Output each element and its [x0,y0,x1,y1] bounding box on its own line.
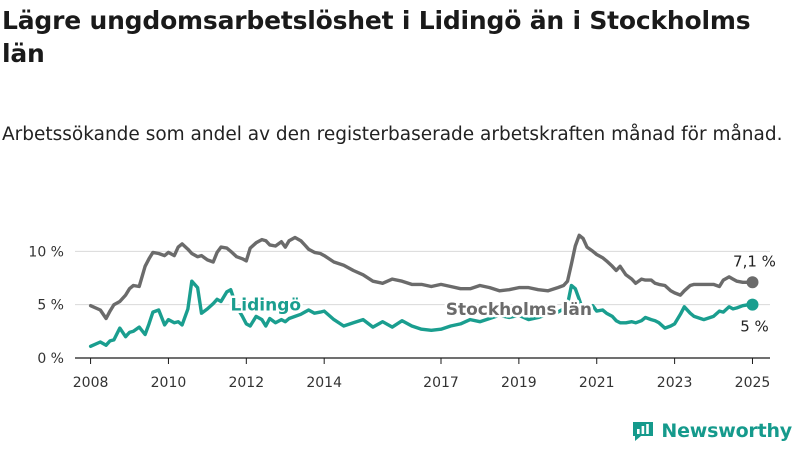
series-line-stockholm [88,233,755,321]
x-tick-label: 2014 [306,375,342,391]
newsworthy-brand: Newsworthy [631,419,792,443]
x-axis: 2008 2010 2012 2014 2017 2019 2021 2023 2025 [73,357,771,391]
chart-title: Lägre ungdomsarbetslöshet i Lidingö än i… [2,6,751,68]
x-tick-label: 2017 [423,375,459,391]
x-tick-label: 2019 [501,375,537,391]
x-tick-label: 2025 [735,375,771,391]
newsworthy-logo-icon [633,422,654,441]
x-tick-label: 2012 [228,375,264,391]
line-chart: 0 %5 %10 % 2008 2010 2012 2014 2017 2019 2021 2… [28,233,776,391]
series-name-stockholm-halo: Stockholms län [446,300,592,320]
end-value-stockholm: 7,1 % [733,252,776,270]
x-tick-label: 2023 [657,375,693,391]
y-tick-label: 10 % [28,244,64,260]
series-lines [88,233,759,349]
series-line-lidingo [88,279,755,349]
brand-name: Newsworthy [661,420,792,442]
series-name-lidingo: Lidingö [230,296,301,316]
y-tick-label: 5 % [37,298,64,314]
x-tick-label: 2008 [73,375,109,391]
x-tick-label: 2021 [579,375,615,391]
end-point-lidingo [746,298,759,311]
chart-subtitle: Arbetssökande som andel av den registerb… [2,124,783,145]
end-value-lidingo: 5 % [740,318,769,336]
y-tick-label: 0 % [37,351,64,367]
end-point-stockholm [746,276,759,289]
series-name-stockholm: Stockholms län [446,300,592,320]
gridlines: 0 % 5 % 10 % [28,244,770,367]
x-tick-label: 2010 [151,375,187,391]
series-name-lidingo-halo: Lidingö [230,296,301,316]
